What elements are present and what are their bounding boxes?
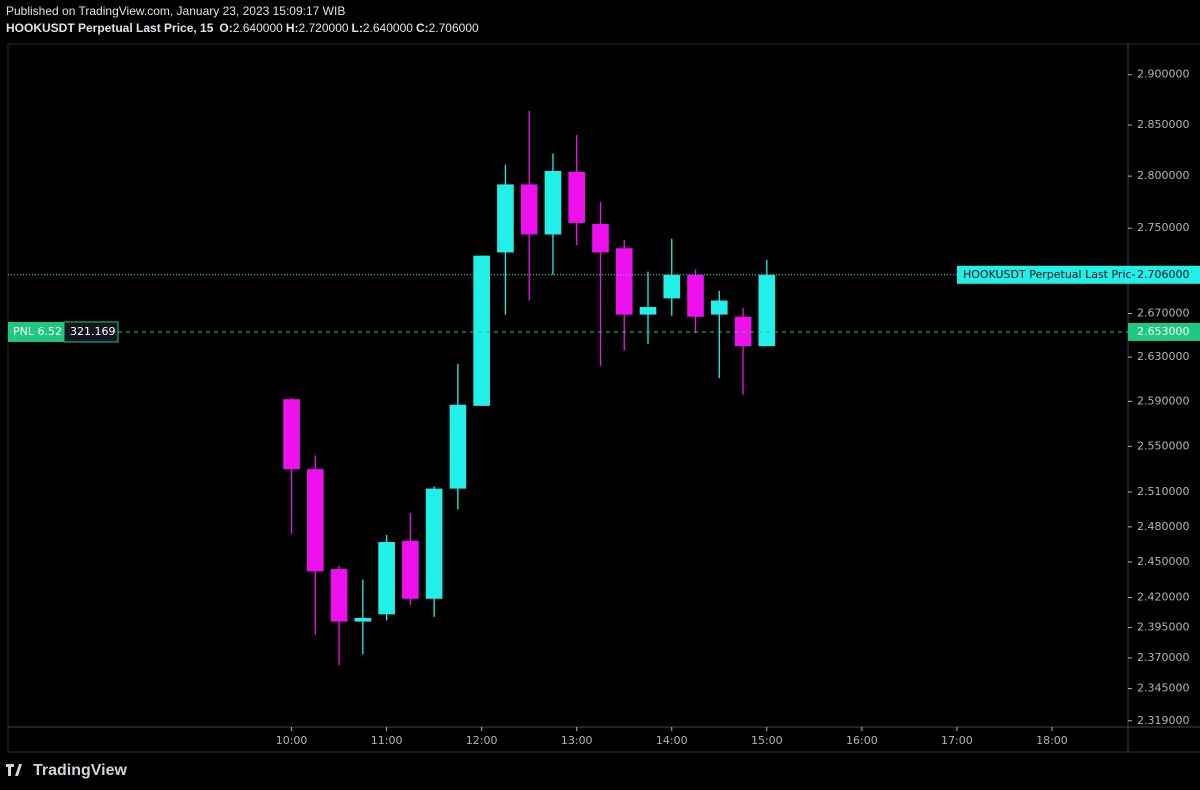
candle-body xyxy=(568,171,586,223)
legend-text: L: xyxy=(352,21,363,35)
y-tick-label: 2.319000 xyxy=(1137,714,1190,727)
logo: TradingView xyxy=(6,762,128,779)
amount-text: 321.169 xyxy=(70,325,116,338)
y-tick-label: 2.590000 xyxy=(1137,394,1190,407)
last-price-name: HOOKUSDT Perpetual Last Pric- xyxy=(963,268,1136,281)
candle-body xyxy=(544,170,562,235)
amount-tag xyxy=(63,321,119,343)
candle-body xyxy=(378,541,395,615)
candle-body xyxy=(592,223,609,253)
last-price-label: 2.706000 xyxy=(1137,268,1190,281)
y-tick-label: 2.670000 xyxy=(1137,306,1190,319)
legend-text: HOOKUSDT Perpetual Last Price, 15 xyxy=(6,21,214,35)
candle-body xyxy=(758,274,776,347)
candle-body xyxy=(639,307,657,315)
y-tick-label: 2.850000 xyxy=(1137,118,1190,131)
y-tick-label: 2.800000 xyxy=(1137,169,1190,182)
candle-body xyxy=(687,274,704,317)
y-tick-label: 2.480000 xyxy=(1137,520,1190,533)
y-tick-label: 2.420000 xyxy=(1137,591,1190,604)
last-price-tag xyxy=(957,265,1200,284)
x-tick-label: 13:00 xyxy=(561,734,593,747)
legend-text: 2.640000 xyxy=(233,21,283,35)
legend-text: 2.640000 xyxy=(363,21,413,35)
candle-body xyxy=(425,488,443,599)
candle-body xyxy=(354,617,372,622)
x-tick-label: 12:00 xyxy=(466,734,498,747)
candle-body xyxy=(283,399,300,470)
pnl-tag xyxy=(8,321,64,342)
candle-body xyxy=(449,404,467,489)
legend-text: 2.720000 xyxy=(298,21,348,35)
legend-text: C: xyxy=(416,21,429,35)
legend-text: H: xyxy=(286,21,299,35)
position-axis-tag xyxy=(1128,322,1200,341)
logo-icon xyxy=(6,764,22,776)
candle-body xyxy=(710,300,728,315)
candle-body xyxy=(497,184,514,253)
x-tick-label: 15:00 xyxy=(751,734,783,747)
y-tick-label: 2.450000 xyxy=(1137,555,1190,568)
candle-body xyxy=(330,569,348,622)
x-tick-label: 17:00 xyxy=(941,734,973,747)
candle-body xyxy=(663,274,681,299)
y-tick-label: 2.345000 xyxy=(1137,682,1190,695)
x-tick-label: 11:00 xyxy=(371,734,403,747)
y-tick-label: 2.630000 xyxy=(1137,350,1190,363)
candle-body xyxy=(473,255,490,406)
y-tick-label: 2.900000 xyxy=(1137,68,1190,81)
candle-body xyxy=(402,540,419,599)
candle-body xyxy=(307,469,324,572)
published-note: Published on TradingView.com, January 23… xyxy=(6,4,345,18)
legend-text: 2.706000 xyxy=(429,21,479,35)
y-tick-label: 2.550000 xyxy=(1137,439,1190,452)
candle-body xyxy=(734,316,752,347)
y-tick-label: 2.395000 xyxy=(1137,621,1190,634)
position-label: 2.653000 xyxy=(1137,325,1190,338)
x-tick-label: 14:00 xyxy=(656,734,688,747)
y-tick-label: 2.750000 xyxy=(1137,221,1190,234)
y-tick-label: 2.370000 xyxy=(1137,651,1190,664)
x-tick-label: 16:00 xyxy=(846,734,878,747)
legend-row: HOOKUSDT Perpetual Last Price, 15 O: 2.640… xyxy=(6,21,479,35)
y-tick-label: 2.510000 xyxy=(1137,485,1190,498)
candle-body xyxy=(615,248,633,315)
legend-text: O: xyxy=(219,21,232,35)
brand: TradingView xyxy=(33,762,128,779)
pnl-text: PNL 6.52 xyxy=(13,325,62,338)
x-tick-label: 18:00 xyxy=(1036,734,1068,747)
x-tick-label: 10:00 xyxy=(276,734,308,747)
candle-body xyxy=(520,184,538,235)
